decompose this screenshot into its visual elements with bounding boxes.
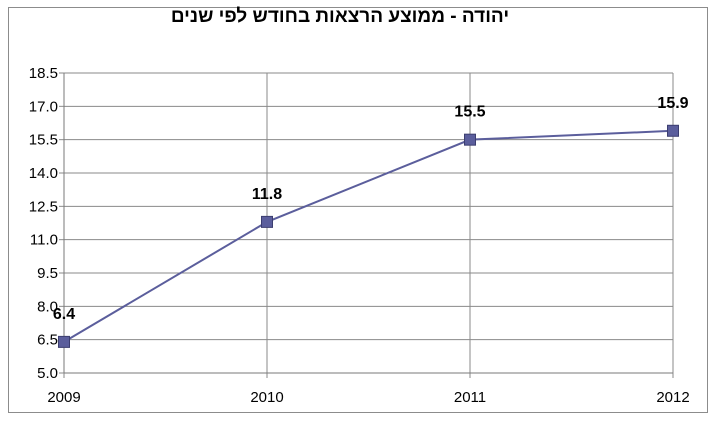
y-tick-label: 12.5 <box>29 198 58 215</box>
y-tick-label: 14.0 <box>29 165 58 182</box>
y-tick-label: 9.5 <box>37 265 58 282</box>
y-tick-label: 17.0 <box>29 98 58 115</box>
data-label: 15.5 <box>454 104 485 121</box>
data-point-marker <box>667 124 679 137</box>
chart-frame <box>8 7 708 413</box>
data-point-marker <box>261 215 273 228</box>
y-tick-label: 18.5 <box>29 65 58 82</box>
y-tick-label: 8.0 <box>37 298 58 315</box>
data-label: 6.4 <box>53 306 75 323</box>
y-tick-label: 15.5 <box>29 132 58 149</box>
series-line <box>63 129 674 343</box>
chart-title: יהודה - ממוצע הרצאות בחודש לפי שנים <box>170 6 510 27</box>
data-label: 15.9 <box>657 95 688 112</box>
y-tick-label: 11.0 <box>30 232 58 249</box>
y-tick-label: 5.0 <box>37 365 58 382</box>
x-tick-label: 2009 <box>47 389 80 406</box>
y-tick-label: 6.5 <box>37 332 58 349</box>
data-label: 11.8 <box>252 186 282 203</box>
x-tick-label: 2012 <box>656 389 689 406</box>
data-point-marker <box>464 133 476 146</box>
x-tick-label: 2010 <box>250 389 283 406</box>
x-tick-label: 2011 <box>454 389 486 406</box>
data-point-marker <box>58 335 70 348</box>
